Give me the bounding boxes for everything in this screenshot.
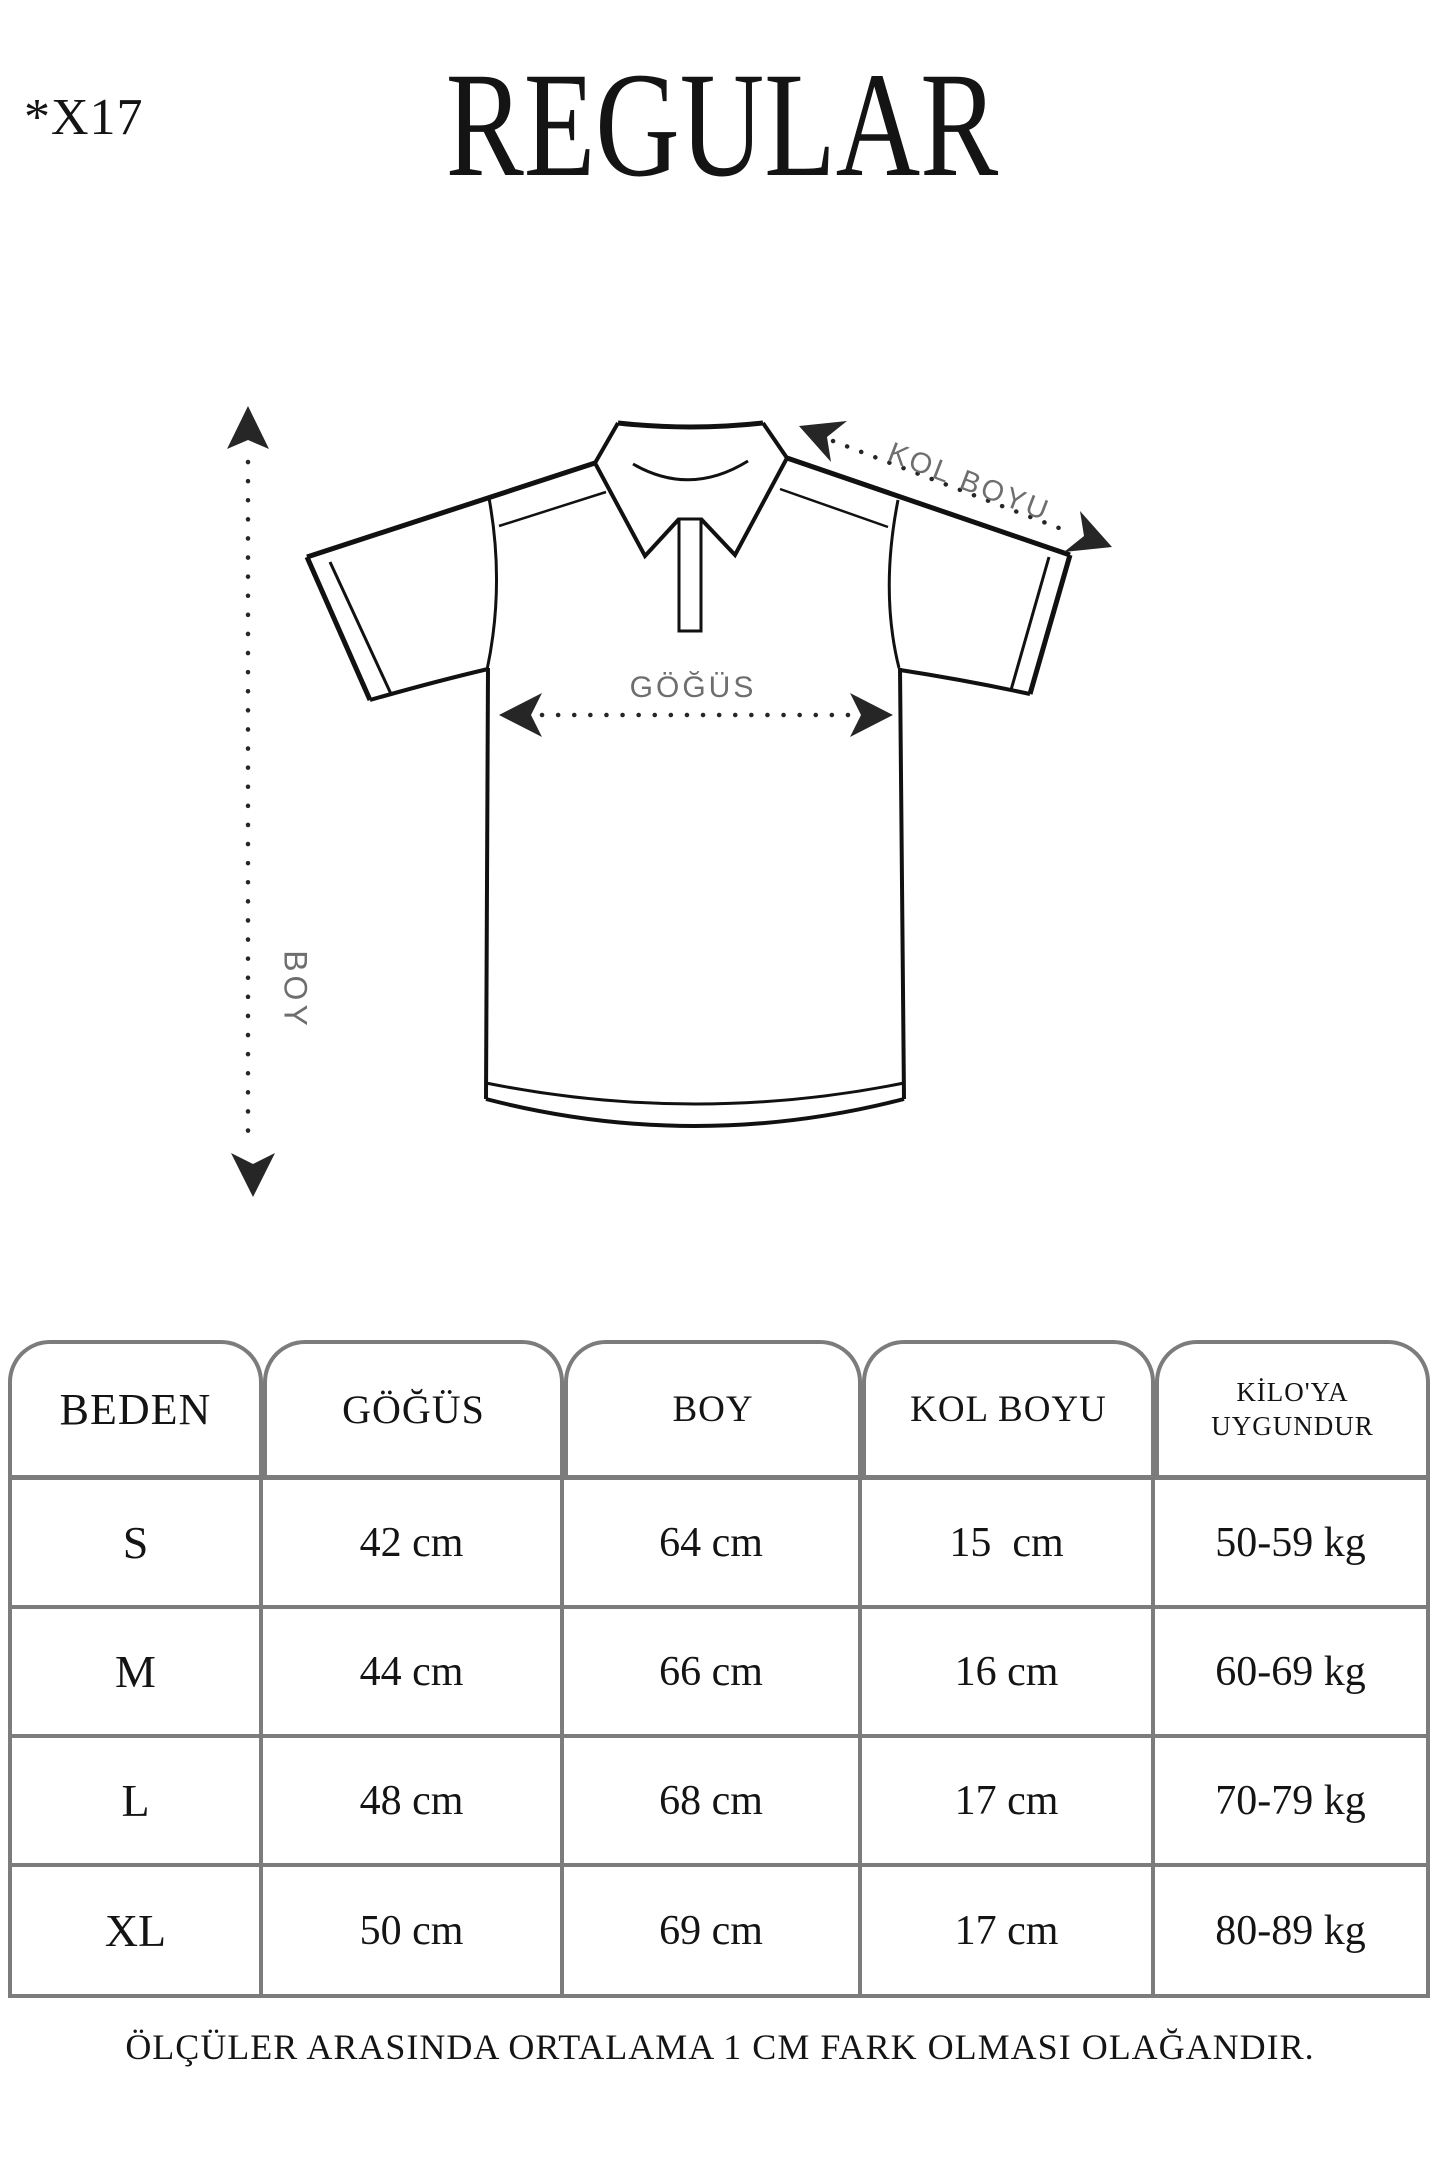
table-header-boy: BOY [564, 1340, 862, 1475]
left-sleeve-cuff-seam [328, 561, 393, 695]
chest-cell: 48 cm [263, 1738, 564, 1867]
weight-cell: 50-59 kg [1155, 1480, 1426, 1609]
right-shoulder-seam [779, 487, 889, 529]
gogus-arrowhead-left [499, 693, 542, 737]
length-cell: 66 cm [564, 1609, 862, 1738]
gogus-label: GÖĞÜS [630, 671, 757, 704]
sleeve-cell: 17 cm [862, 1867, 1155, 1994]
kol-boyu-dotted-line [830, 438, 1075, 536]
length-cell: 69 cm [564, 1867, 862, 1994]
product-code-label: *X17 [24, 89, 144, 146]
weight-cell: 70-79 kg [1155, 1738, 1426, 1867]
boy-label: BOY [278, 950, 314, 1030]
size-cell: S [12, 1480, 263, 1609]
right-shoulder-edge [786, 455, 1071, 558]
size-table: BEDEN GÖĞÜS BOY KOL BOYU KİLO'YA UYGUNDU… [8, 1340, 1430, 1998]
table-header-kol-boyu: KOL BOYU [862, 1340, 1155, 1475]
table-header-beden: BEDEN [8, 1340, 263, 1475]
kol-boyu-label: KOL BOYU [883, 437, 1054, 528]
size-cell: XL [12, 1867, 263, 1994]
weight-cell: 80-89 kg [1215, 1907, 1366, 1954]
collar-right-flap [699, 421, 790, 559]
table-body: S 42 cm 64 cm 15 cm 50-59 kg M 44 cm 66 … [8, 1480, 1430, 1998]
body-left-edge [484, 667, 490, 1100]
boy-arrowhead-bottom [231, 1153, 275, 1197]
collar-back-seam [632, 459, 749, 482]
collar-left-flap [592, 422, 681, 560]
chest-cell: 42 cm [263, 1480, 564, 1609]
table-header-gogus: GÖĞÜS [263, 1340, 564, 1475]
chest-cell: 50 cm [263, 1867, 564, 1994]
kol-boyu-arrowhead-right [1064, 511, 1112, 552]
left-sleeve-underside [369, 667, 489, 702]
kol-boyu-arrowhead-left [799, 421, 847, 462]
size-cell: M [12, 1609, 263, 1738]
length-cell: 64 cm [564, 1480, 862, 1609]
size-cell: L [12, 1738, 263, 1867]
gogus-arrowhead-right [850, 693, 893, 737]
table-header-row: BEDEN GÖĞÜS BOY KOL BOYU KİLO'YA UYGUNDU… [8, 1340, 1430, 1475]
left-shoulder-edge [306, 460, 596, 560]
page-title: REGULAR [445, 42, 999, 208]
right-sleeve-cuff-edge [1027, 554, 1073, 695]
left-sleeve-cuff-edge [304, 555, 373, 702]
boy-arrowhead-top [227, 406, 269, 449]
collar-top-edge [617, 420, 764, 430]
polo-shirt-diagram: BOY GÖĞÜS KOL BOYU [227, 406, 1112, 1197]
sleeve-cell: 17 cm [862, 1738, 1155, 1867]
right-armhole-seam [887, 499, 901, 669]
sleeve-cell: 16 cm [862, 1609, 1155, 1738]
table-header-kiloya-uygundur: KİLO'YA UYGUNDUR [1155, 1340, 1430, 1475]
right-sleeve-cuff-seam [1009, 556, 1051, 691]
table-header-underline [8, 1475, 1430, 1480]
hem-lower-line [485, 1097, 905, 1128]
placket [677, 517, 703, 633]
hem-upper-line [485, 1081, 905, 1106]
left-armhole-seam [485, 497, 498, 671]
sleeve-cell: 15 cm [862, 1480, 1155, 1609]
right-sleeve-underside [899, 668, 1031, 696]
measurement-note: ÖLÇÜLER ARASINDA ORTALAMA 1 CM FARK OLMA… [125, 2027, 1315, 2067]
body-right-edge [898, 667, 906, 1100]
weight-cell: 60-69 kg [1155, 1609, 1426, 1738]
left-shoulder-seam [498, 490, 607, 528]
length-cell: 68 cm [564, 1738, 862, 1867]
chest-cell: 44 cm [263, 1609, 564, 1738]
